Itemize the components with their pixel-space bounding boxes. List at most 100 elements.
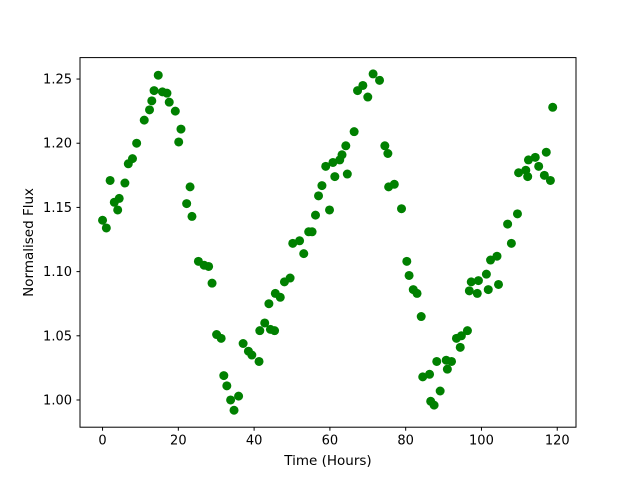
- data-point: [383, 149, 393, 158]
- data-point: [523, 172, 533, 182]
- axes-frame: [79, 57, 577, 428]
- data-point: [216, 333, 226, 343]
- y-tick-label: 1.05: [43, 329, 72, 344]
- data-point: [321, 161, 331, 171]
- data-point: [363, 92, 373, 102]
- data-point: [402, 256, 412, 266]
- data-point: [182, 199, 192, 209]
- data-point: [114, 193, 124, 203]
- data-point: [328, 157, 338, 167]
- data-point: [254, 356, 264, 366]
- data-point: [492, 251, 502, 261]
- data-point: [473, 276, 483, 286]
- y-tick-label: 1.20: [43, 137, 72, 152]
- data-point: [229, 405, 239, 415]
- data-point: [299, 249, 309, 259]
- data-point: [260, 318, 270, 328]
- data-point: [435, 386, 445, 396]
- y-tick-label: 1.00: [43, 393, 72, 408]
- x-tick-label: 100: [469, 434, 494, 449]
- data-point: [380, 141, 390, 151]
- data-point: [464, 286, 474, 296]
- y-tick-label: 1.15: [43, 201, 72, 216]
- data-point: [275, 292, 285, 302]
- data-point: [472, 288, 482, 298]
- data-point: [483, 285, 493, 295]
- data-point: [349, 127, 359, 137]
- data-point: [204, 261, 214, 271]
- data-point: [147, 96, 157, 106]
- data-point: [185, 182, 195, 192]
- data-point: [101, 223, 111, 233]
- data-point: [174, 137, 184, 147]
- data-point: [494, 279, 504, 289]
- data-point: [139, 115, 149, 125]
- data-point: [162, 88, 172, 98]
- data-point: [270, 326, 280, 336]
- data-point: [389, 179, 399, 189]
- data-point: [288, 238, 298, 248]
- data-point: [164, 97, 174, 107]
- y-tick-label: 1.10: [43, 265, 72, 280]
- data-point: [132, 138, 142, 148]
- data-point: [247, 350, 257, 360]
- data-point: [120, 178, 130, 188]
- y-tick-label: 1.25: [43, 73, 72, 88]
- data-point: [113, 205, 123, 215]
- data-point: [368, 69, 378, 79]
- data-points-layer: [98, 69, 558, 415]
- data-point: [466, 277, 476, 287]
- x-tick-label: 0: [98, 434, 106, 449]
- data-point: [187, 211, 197, 221]
- data-point: [234, 391, 244, 401]
- data-point: [153, 70, 163, 80]
- data-point: [222, 381, 232, 391]
- x-tick-label: 120: [545, 434, 570, 449]
- data-point: [358, 80, 368, 90]
- data-point: [105, 175, 115, 185]
- data-point: [523, 155, 533, 165]
- data-point: [145, 105, 155, 115]
- data-point: [375, 75, 385, 85]
- data-point: [512, 209, 522, 219]
- data-point: [207, 278, 217, 288]
- data-point: [514, 168, 524, 178]
- data-point: [285, 273, 295, 283]
- data-point: [311, 210, 320, 220]
- data-point: [337, 150, 347, 160]
- data-point: [176, 124, 186, 134]
- data-point: [317, 181, 327, 191]
- data-point: [295, 236, 305, 246]
- data-point: [325, 205, 335, 215]
- data-point: [98, 215, 108, 225]
- data-point: [418, 372, 428, 382]
- data-point: [307, 227, 317, 237]
- data-point: [503, 219, 513, 229]
- data-point: [238, 339, 248, 348]
- data-point: [539, 170, 549, 180]
- data-point: [429, 400, 439, 410]
- x-tick-label: 60: [322, 434, 339, 449]
- y-axis-label: Normalised Flux: [21, 188, 37, 297]
- data-point: [412, 288, 422, 298]
- data-point: [481, 269, 491, 279]
- data-point: [397, 204, 407, 214]
- data-point: [342, 169, 352, 179]
- data-point: [149, 86, 159, 96]
- data-point: [545, 175, 555, 185]
- data-point: [534, 161, 544, 171]
- x-axis-label: Time (Hours): [283, 453, 371, 469]
- data-point: [425, 369, 435, 379]
- data-point: [506, 238, 516, 248]
- data-point: [455, 342, 465, 352]
- data-point: [416, 312, 426, 322]
- data-point: [541, 147, 551, 157]
- data-point: [264, 299, 274, 309]
- data-point: [127, 154, 137, 164]
- x-tick-label: 20: [170, 434, 187, 449]
- data-point: [432, 356, 442, 366]
- data-point: [341, 141, 351, 151]
- x-tick-label: 40: [246, 434, 263, 449]
- data-point: [226, 395, 236, 405]
